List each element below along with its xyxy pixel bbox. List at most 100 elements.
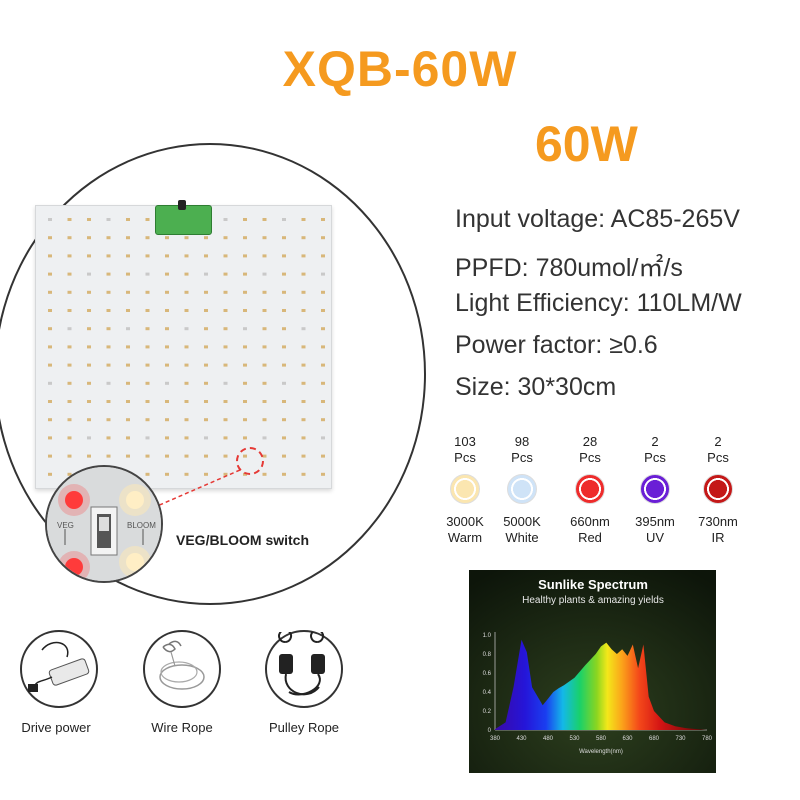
led-chip [48,309,52,312]
led-chip [67,436,72,440]
led-chip [282,418,286,422]
led-chip [87,218,91,221]
led-chip [282,345,286,349]
led-chip [67,345,72,349]
led-chip [87,309,91,312]
led-chip [321,254,325,258]
pulley-rope-icon [278,629,325,696]
led-chip [282,290,286,294]
led-chip [67,381,72,385]
led-chip [184,418,189,422]
led-chip [48,254,52,258]
led-chip [282,218,286,221]
led-chip [67,272,72,276]
led-chip [48,290,52,294]
led-type-warm-icon [450,474,480,504]
led-type-ir-icon [703,474,733,504]
bloom-marking: BLOOM [127,521,156,530]
led-chip [184,272,189,276]
power-adapter-icon [28,641,90,692]
led-chip [184,236,189,240]
led-chip [165,327,169,331]
led-chip [87,363,91,367]
led-chip [204,290,208,294]
led-chip [126,218,130,221]
led-chip [301,345,306,349]
led-chip [165,472,169,476]
led-chip [184,309,189,312]
led-chip [87,327,91,331]
led-chip [184,327,189,331]
led-chip [87,345,91,349]
led-chip [243,309,247,312]
led-chip [48,400,52,403]
led-chip [262,272,267,276]
led-chip [243,418,247,422]
led-chip [301,418,306,422]
led-chip [262,454,267,458]
led-chip [321,345,325,349]
drive-power-label: Drive power [21,720,91,735]
led-chip [184,363,189,367]
led-chip [145,472,150,476]
led-chip [184,290,189,294]
led-chip [126,363,130,367]
y-tick-label: 0.6 [483,671,492,677]
led-chip [301,218,306,221]
led-chip [301,472,306,476]
led-chip [87,418,91,422]
pulley-rope-photo [265,629,343,708]
led-chip [67,472,72,476]
led-chip [145,254,150,258]
led-chip [321,436,325,440]
led-chip [301,272,306,276]
led-name: Red [578,530,602,545]
led-chip [262,309,267,312]
y-tick-label: 0 [488,728,492,734]
led-chip [204,345,208,349]
led-chip [321,454,325,458]
led-chip [67,454,72,458]
led-spec: 730nm [698,514,738,529]
wire-rope-label: Wire Rope [151,720,213,735]
led-chip [126,345,130,349]
led-chip [145,345,150,349]
led-chip [184,454,189,458]
led-chip [165,254,169,258]
x-tick-label: 680 [649,736,660,742]
led-chip [243,436,247,440]
led-chip [67,254,72,258]
led-chip [204,363,208,367]
led-spec: 395nm [635,514,675,529]
led-chip [48,272,52,276]
led-name: UV [645,530,665,545]
led-chip [126,381,130,385]
led-chip [204,236,208,240]
led-type-white-icon [507,474,537,504]
led-chip [262,400,267,403]
led-count: 98 [514,434,530,449]
led-chip [243,254,247,258]
spec-ppfd: PPFD: 780umol/㎡/s [455,254,683,282]
x-tick-label: 630 [622,736,633,742]
veg-marking: VEG [57,521,74,530]
led-array [48,218,325,476]
led-chip [282,472,286,476]
y-tick-label: 1.0 [483,633,492,639]
switch-highlight-circle [236,447,264,475]
led-chip [126,327,130,331]
led-chip [145,381,150,385]
led-chip [282,254,286,258]
led-chip [184,345,189,349]
led-chip [243,400,247,403]
led-chip [301,363,306,367]
led-chip [282,400,286,403]
led-count: 103 [454,434,476,449]
led-unit: Pcs [644,450,666,465]
led-chip [126,236,130,240]
led-chip [223,436,228,440]
led-chip [48,436,52,440]
led-chip [321,290,325,294]
led-count: 28 [582,434,598,449]
led-chip [223,309,228,312]
